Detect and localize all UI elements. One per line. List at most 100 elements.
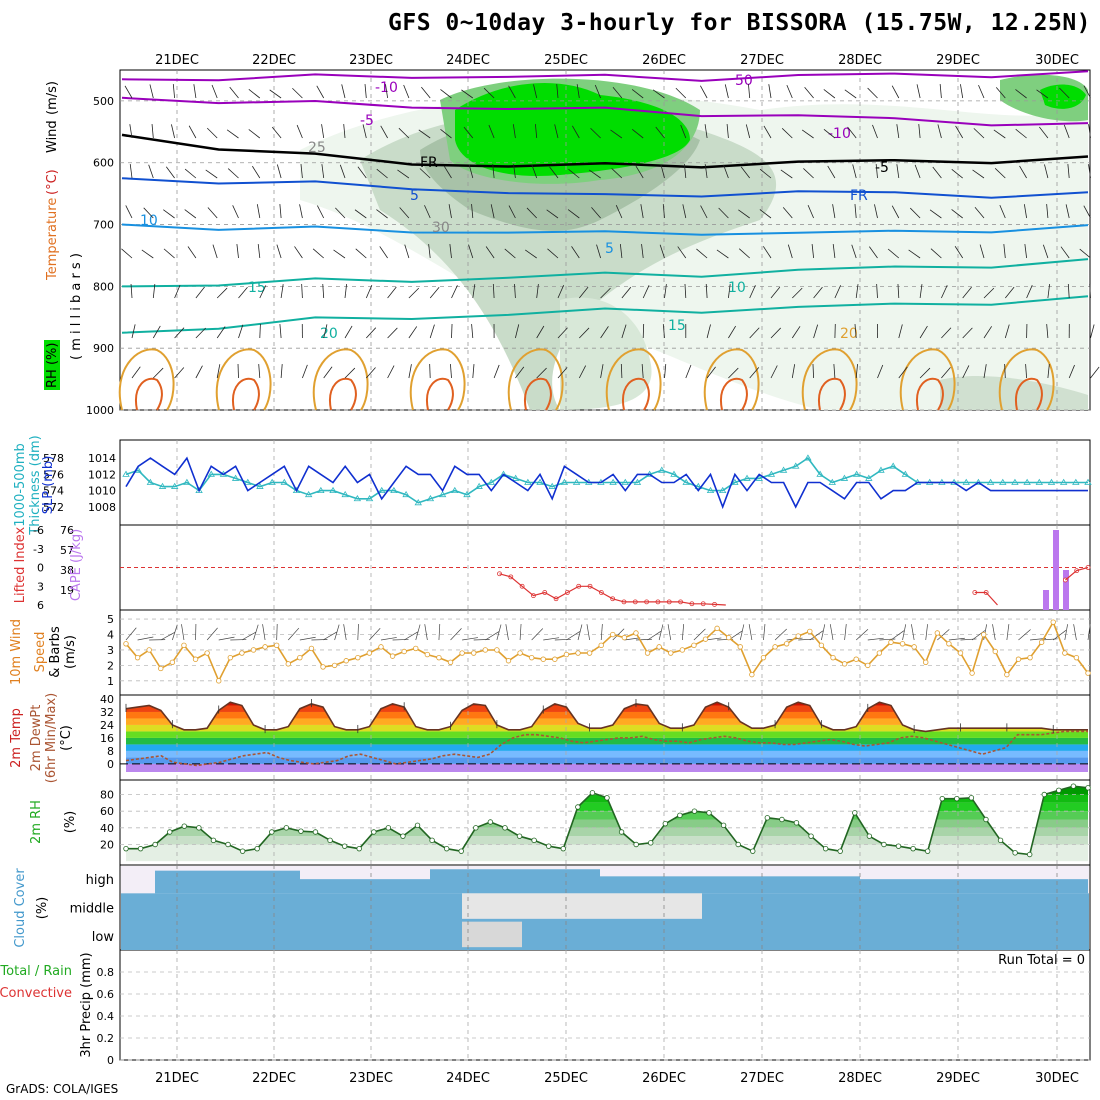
upper-barb xyxy=(877,364,884,379)
upper-ylabel: RH (%) Temperature (°C) Wind (m/s) xyxy=(44,81,60,390)
upper-barb xyxy=(216,326,226,339)
upper-barb xyxy=(792,287,803,299)
wind-ytick-1: 1 xyxy=(107,675,114,688)
contour-30-7 xyxy=(818,377,846,411)
rh2m-unit-line-0: (%) xyxy=(63,811,78,834)
upper-barb xyxy=(867,87,878,99)
wind-barb xyxy=(577,624,583,641)
upper-barb xyxy=(451,323,453,339)
upper-barb xyxy=(376,209,388,219)
upper-barb xyxy=(557,327,568,339)
upper-barb xyxy=(165,166,175,179)
wind-speed-line-point xyxy=(911,644,917,650)
thickness-line-point xyxy=(706,486,715,494)
wind-ytick-2: 2 xyxy=(107,659,114,672)
temp-label: 2m Temp xyxy=(9,708,24,768)
upper-barb xyxy=(1089,284,1091,299)
upper-barb xyxy=(973,128,985,139)
upper-barb xyxy=(962,327,973,339)
upper-ytick-900: 900 xyxy=(93,342,114,355)
upper-barb xyxy=(1015,89,1027,99)
wind-barb xyxy=(1073,624,1077,641)
wind-speed-line-point xyxy=(760,654,767,661)
rh2m-label: 2m RH xyxy=(29,800,44,844)
wind-speed-line-point xyxy=(413,645,419,652)
footer-credit: GrADS: COLA/IGES xyxy=(6,1082,119,1096)
upper-barb xyxy=(557,367,568,379)
upper-barb xyxy=(916,84,921,99)
upper-barb xyxy=(366,327,377,339)
upper-barb xyxy=(763,125,772,139)
wind-speed-line-point xyxy=(517,650,523,656)
rh-line-point xyxy=(545,843,552,849)
wind-speed-line-point xyxy=(899,641,906,647)
upper-barb xyxy=(1004,324,1010,339)
temp-label-line-0: 2m Temp xyxy=(9,708,24,768)
thickness-line-point xyxy=(560,478,569,485)
wind-barb xyxy=(937,629,950,641)
upper-barb xyxy=(978,84,985,99)
upper-barb xyxy=(724,84,729,99)
wind-barb xyxy=(879,638,896,641)
upper-barb xyxy=(440,129,452,139)
contour-label-8: 30 xyxy=(432,220,450,236)
upper-barb xyxy=(876,284,878,299)
upper-barb xyxy=(951,168,963,179)
rh-line-point xyxy=(881,841,887,848)
upper-barb xyxy=(571,246,580,259)
precip-label-convective: Convective xyxy=(0,986,72,1001)
upper-barb xyxy=(492,283,495,299)
slp-label-line-0: SLP (mb) xyxy=(41,456,56,515)
contour-25-7 xyxy=(801,348,858,411)
upper-barb xyxy=(823,128,836,139)
chart-title: GFS 0~10day 3-hourly for BISSORA (15.75W… xyxy=(388,10,1092,36)
upper-barb xyxy=(125,205,133,219)
contour-label-9: 50 xyxy=(735,73,753,89)
rh-line-point xyxy=(575,804,581,810)
rh-line-point xyxy=(269,829,275,835)
wind-label-a: 10m Wind xyxy=(9,619,24,685)
upper-barb xyxy=(993,129,1006,139)
wind-speed-line-point xyxy=(725,634,732,641)
upper-barb xyxy=(131,324,136,339)
wind-barb xyxy=(299,636,316,641)
upper-barb xyxy=(276,244,282,259)
wind-barb xyxy=(415,624,421,641)
upper-barb xyxy=(333,249,346,259)
upper-barb xyxy=(684,164,687,179)
upper-barb xyxy=(387,327,398,339)
wind-barb xyxy=(172,624,178,641)
upper-barb xyxy=(143,207,154,219)
upper-barb xyxy=(152,284,156,299)
upper-barb xyxy=(549,166,559,179)
upper-barb xyxy=(682,204,687,219)
upper-barb xyxy=(684,284,687,299)
upper-barb xyxy=(929,209,942,219)
date-top-1: 22DEC xyxy=(252,53,296,68)
wind-speed-line-point xyxy=(459,650,465,656)
cloud-high-4 xyxy=(860,879,1088,894)
upper-barb xyxy=(612,86,623,99)
contour-30-8 xyxy=(916,377,944,411)
wind-speed-line-point xyxy=(818,642,825,649)
contour-label-13: 5 xyxy=(605,241,614,257)
upper-barb xyxy=(1039,126,1049,139)
upper-barb xyxy=(962,286,972,299)
wind-ytick-5: 5 xyxy=(107,613,114,626)
upper-barb xyxy=(364,84,367,99)
cloud-middle-clear xyxy=(462,893,702,919)
contour-25-6 xyxy=(703,348,760,411)
upper-barb xyxy=(1067,164,1070,179)
rh-line-point xyxy=(589,790,596,796)
wind-speed-line-point xyxy=(830,654,836,661)
wind-barb xyxy=(635,638,652,641)
upper-barb xyxy=(1047,284,1051,299)
contour-label-2: FR xyxy=(420,155,438,171)
wind-barb xyxy=(288,627,300,641)
rh-line-point xyxy=(750,848,756,854)
upper-barb xyxy=(195,327,206,339)
upper-barb xyxy=(919,325,928,339)
wind-speed-line-point xyxy=(401,648,407,655)
rh-line-point xyxy=(443,845,450,852)
rh-line-point xyxy=(371,829,377,835)
